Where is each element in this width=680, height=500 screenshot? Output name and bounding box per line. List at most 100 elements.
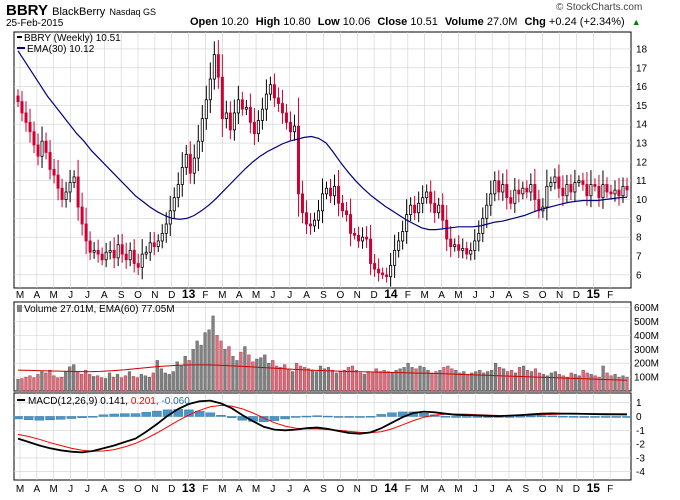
volume-bar xyxy=(275,365,279,392)
candle-body xyxy=(577,180,581,183)
candle-body xyxy=(425,191,429,199)
candle-body xyxy=(56,174,60,189)
candle-body xyxy=(513,189,517,204)
volume-bar xyxy=(486,371,490,392)
x-tick-label-bottom: S xyxy=(522,484,529,495)
volume-bar xyxy=(482,372,486,392)
x-tick-label-top: J xyxy=(68,290,73,301)
x-tick-label-top: A xyxy=(34,290,41,301)
macd-histogram-bar xyxy=(34,416,45,421)
candle-body xyxy=(373,263,377,270)
x-tick-label-bottom: J xyxy=(85,484,90,495)
volume-tick-label: 100M xyxy=(634,373,659,384)
x-tick-label-top: S xyxy=(522,290,529,301)
x-tick-label-bottom: N xyxy=(354,484,361,495)
candle-body xyxy=(224,112,228,119)
volume-bar xyxy=(40,371,44,392)
macd-tick-label: -4 xyxy=(636,467,645,478)
volume-bar xyxy=(107,372,112,392)
x-tick-label-bottom: M xyxy=(218,484,226,495)
x-tick-label-top: S xyxy=(320,290,327,301)
candle-body xyxy=(489,193,493,206)
x-tick-label-bottom: A xyxy=(34,484,41,495)
macd-histogram-bar xyxy=(344,416,354,418)
volume-bar xyxy=(545,375,549,392)
ticker-header: BBRY BlackBerry Nasdaq GS xyxy=(6,2,156,19)
volume-bar xyxy=(302,367,307,392)
candle-body xyxy=(409,204,413,215)
candle-body xyxy=(152,242,156,247)
price-tick-label: 13 xyxy=(636,139,648,150)
macd-histogram-bar xyxy=(558,415,568,418)
x-tick-label-top: A xyxy=(438,290,445,301)
volume-bar xyxy=(625,376,629,392)
volume-bar xyxy=(478,369,482,392)
x-tick-label-bottom: M xyxy=(420,484,428,495)
x-tick-label-bottom: J xyxy=(68,484,73,495)
candle-body xyxy=(437,204,441,214)
price-tick-label: 7 xyxy=(636,252,642,263)
volume-bar xyxy=(581,369,585,392)
macd-histogram-bar xyxy=(515,416,525,418)
volume-bar xyxy=(517,367,522,392)
candle-body xyxy=(132,249,136,264)
volume-bar xyxy=(211,315,215,392)
macd-histogram-bar xyxy=(526,415,536,418)
candle-body xyxy=(493,180,497,195)
volume-bar xyxy=(330,369,335,392)
volume-bar xyxy=(422,367,426,392)
macd-histogram-bar xyxy=(600,416,611,418)
candle-body xyxy=(505,184,509,199)
candle-body xyxy=(401,231,405,242)
candle-body xyxy=(112,249,116,259)
x-tick-label-top: F xyxy=(607,290,613,301)
candle-body xyxy=(104,251,108,261)
candle-body xyxy=(509,197,513,204)
x-tick-label-top: N xyxy=(354,290,361,301)
candle-body xyxy=(585,184,589,197)
volume-bar xyxy=(231,356,235,392)
price-tick-label: 17 xyxy=(636,63,648,74)
volume-bar xyxy=(390,372,394,392)
macd-histogram-bar xyxy=(387,412,397,417)
quote-date: 25-Feb-2015 xyxy=(6,18,64,29)
x-tick-label-top: 13 xyxy=(182,287,196,301)
candle-body xyxy=(64,191,68,200)
x-tick-label-bottom: A xyxy=(236,484,243,495)
x-tick-label-top: A xyxy=(236,290,243,301)
volume-bar xyxy=(207,329,211,392)
candle-body xyxy=(292,125,296,133)
volume-bar xyxy=(310,369,315,392)
x-tick-label-bottom: J xyxy=(287,484,292,495)
x-tick-label-bottom: M xyxy=(454,484,462,495)
candle-body xyxy=(100,253,104,261)
volume-bar xyxy=(56,377,60,392)
volume-bar xyxy=(557,374,561,392)
quote-value-volume: 27.0M xyxy=(486,16,518,28)
volume-bar xyxy=(378,371,382,392)
ticker-symbol: BBRY xyxy=(6,2,48,19)
candle-body xyxy=(521,187,525,195)
candle-body xyxy=(429,191,433,204)
x-tick-label-bottom: M xyxy=(50,484,58,495)
x-tick-label-top: D xyxy=(370,290,377,301)
volume-bar xyxy=(354,369,358,392)
x-tick-label-bottom: O xyxy=(539,484,547,495)
volume-bar xyxy=(16,378,20,392)
candle-body xyxy=(180,167,184,185)
volume-bar xyxy=(529,371,534,392)
x-tick-label-bottom: M xyxy=(16,484,24,495)
volume-bar xyxy=(326,367,331,392)
candle-body xyxy=(573,182,577,193)
volume-bar xyxy=(346,367,350,392)
candle-body xyxy=(264,93,268,110)
x-tick-label-top: M xyxy=(454,290,462,301)
volume-bar xyxy=(80,374,84,392)
volume-bar xyxy=(370,372,374,392)
macd-histogram-bar xyxy=(226,416,237,418)
volume-bar xyxy=(466,374,470,392)
x-tick-label-top: 14 xyxy=(384,287,398,301)
candle-body xyxy=(160,233,164,242)
candle-body xyxy=(533,184,537,200)
